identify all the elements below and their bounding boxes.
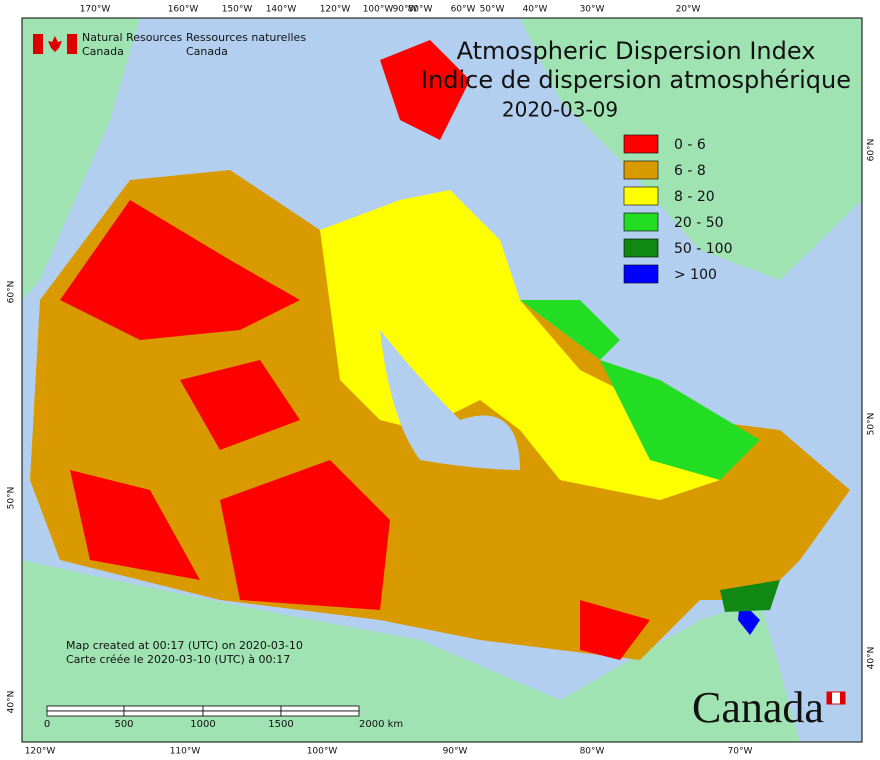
legend-swatch — [623, 186, 659, 206]
agency-fr: Canada — [186, 45, 228, 58]
legend-label: 0 - 6 — [674, 137, 706, 153]
credit: Map created at 00:17 (UTC) on 2020-03-10 — [66, 639, 303, 652]
bottom-axis-label: 100°W — [307, 747, 338, 757]
scale-segment — [123, 710, 204, 717]
top-axis-label: 120°W — [320, 5, 351, 15]
red-zone — [60, 200, 650, 660]
bottom-axis-label: 120°W — [25, 747, 56, 757]
legend-label: 8 - 20 — [674, 189, 715, 205]
dark-green-zone — [720, 580, 780, 612]
scale-segment — [46, 705, 125, 712]
top-axis-label: 60°W — [451, 5, 476, 15]
legend-swatch — [623, 134, 659, 154]
wordmark-text: Canada — [692, 683, 824, 732]
top-axis-label: 140°W — [266, 5, 297, 15]
legend-swatch — [623, 212, 659, 232]
right-axis-label: 40°N — [867, 647, 877, 670]
scale-segment — [202, 710, 282, 717]
top-axis-label: 40°W — [523, 5, 548, 15]
alaska — [22, 18, 140, 300]
bottom-axis-label: 90°W — [443, 747, 468, 757]
wordmark-flag-bar — [827, 692, 832, 704]
top-axis-label: 30°W — [580, 5, 605, 15]
top-axis-label: 90°W — [393, 5, 418, 15]
legend-swatch — [623, 264, 659, 284]
scale-label: 1000 — [190, 719, 215, 730]
top-axis-label: 80°W — [408, 5, 433, 15]
legend-swatch — [623, 160, 659, 180]
scale-segment — [280, 705, 360, 712]
scale-label: 2000 km — [359, 719, 403, 730]
legend-swatch — [623, 238, 659, 258]
ellesmere-red — [380, 40, 470, 140]
scale-label: 500 — [114, 719, 133, 730]
nrcan-logo — [33, 34, 77, 54]
left-axis-label: 60°N — [7, 281, 17, 304]
top-axis-label: 50°W — [480, 5, 505, 15]
legend-label: 50 - 100 — [674, 241, 733, 257]
title: Indice de dispersion atmosphérique — [421, 66, 851, 94]
agency-en: Natural Resources — [82, 31, 183, 44]
top-axis-label: 20°W — [676, 5, 701, 15]
top-axis-label: 100°W — [363, 5, 394, 15]
scale-label: 1500 — [268, 719, 293, 730]
left-axis-label: 40°N — [7, 691, 17, 714]
top-axis-label: 150°W — [222, 5, 253, 15]
title: Atmospheric Dispersion Index — [457, 37, 816, 65]
wordmark-flag-bar — [840, 692, 845, 704]
right-axis-label: 60°N — [867, 139, 877, 162]
green-zone — [520, 300, 760, 480]
hudson-bay — [380, 330, 520, 470]
left-axis-label: 50°N — [7, 487, 17, 510]
frame — [21, 17, 863, 743]
scale-label: 0 — [44, 719, 50, 730]
maple-leaf — [48, 36, 62, 52]
top-axis-label: 160°W — [168, 5, 199, 15]
map — [22, 18, 862, 742]
scale-segment — [202, 705, 282, 712]
greenland — [520, 18, 862, 280]
wordmark — [826, 691, 846, 705]
legend-label: 6 - 8 — [674, 163, 706, 179]
legend-label: > 100 — [674, 267, 717, 283]
agency-fr: Ressources naturelles — [186, 31, 306, 44]
scale-segment — [123, 705, 204, 712]
legend-label: 20 - 50 — [674, 215, 724, 231]
flag-bar — [67, 34, 77, 54]
bottom-axis-label: 70°W — [728, 747, 753, 757]
bottom-axis-label: 110°W — [170, 747, 201, 757]
top-axis-label: 170°W — [80, 5, 111, 15]
agency-en: Canada — [82, 45, 124, 58]
usa — [22, 560, 800, 742]
flag-bar — [33, 34, 43, 54]
scale-segment — [280, 710, 360, 717]
credit: Carte créée le 2020-03-10 (UTC) à 00:17 — [66, 653, 290, 666]
scale-segment — [46, 710, 125, 717]
date: 2020-03-09 — [502, 98, 618, 122]
bottom-axis-label: 80°W — [580, 747, 605, 757]
right-axis-label: 50°N — [867, 413, 877, 436]
